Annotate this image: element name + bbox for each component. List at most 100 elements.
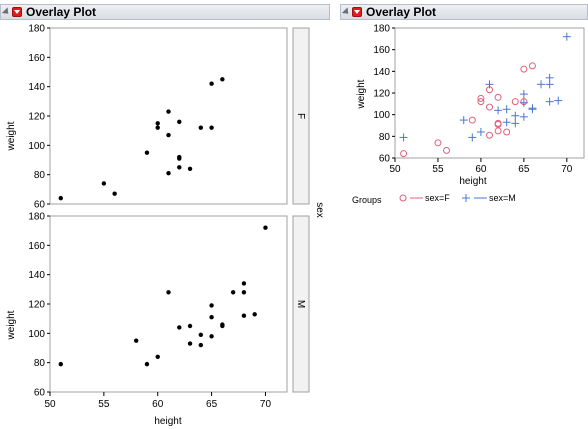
y-tick-label: 180 (28, 212, 45, 223)
y-tick-label: 120 (28, 300, 45, 311)
facet-strip-f[interactable] (292, 27, 310, 205)
data-point[interactable] (177, 154, 182, 160)
data-point[interactable] (209, 81, 214, 86)
data-point[interactable] (198, 342, 204, 348)
male-data-point[interactable] (502, 118, 511, 127)
data-point[interactable] (155, 125, 160, 130)
data-point[interactable] (58, 195, 63, 201)
right-disclosure-icon[interactable] (341, 7, 352, 17)
female-data-point[interactable] (511, 98, 519, 106)
data-point[interactable] (209, 315, 214, 320)
male-data-point[interactable] (399, 133, 408, 142)
female-data-point[interactable] (434, 139, 442, 147)
y-tick-label: 140 (373, 67, 390, 78)
y-tick-label: 80 (34, 358, 46, 369)
male-data-point[interactable] (494, 106, 503, 115)
male-data-point[interactable] (519, 90, 528, 99)
male-data-point[interactable] (485, 80, 494, 89)
data-point[interactable] (187, 166, 193, 171)
data-point[interactable] (133, 338, 139, 343)
panel-frame (49, 27, 288, 205)
female-data-point[interactable] (486, 103, 493, 111)
panel-frame (49, 215, 288, 393)
male-data-point[interactable] (528, 104, 537, 113)
y-tick-label: 180 (373, 24, 390, 35)
y-tick-label: 60 (34, 200, 46, 211)
data-point[interactable] (144, 150, 150, 155)
data-point[interactable] (230, 290, 236, 295)
data-point[interactable] (187, 323, 193, 329)
data-point[interactable] (209, 303, 214, 308)
x-tick-label: 70 (260, 399, 272, 410)
female-data-point[interactable] (468, 116, 476, 124)
male-data-point[interactable] (511, 111, 520, 120)
data-point[interactable] (241, 313, 247, 318)
male-data-point[interactable] (537, 80, 546, 89)
left-y-axis-label-bottom: weight (6, 310, 17, 340)
male-data-point[interactable] (519, 112, 528, 121)
legend-title: Groups (352, 195, 382, 205)
data-point[interactable] (177, 325, 182, 330)
female-data-point[interactable] (503, 128, 511, 136)
female-data-point[interactable] (494, 119, 502, 127)
left-red-triangle-menu-icon[interactable] (12, 7, 22, 17)
data-point[interactable] (209, 334, 214, 339)
data-point[interactable] (198, 125, 204, 130)
male-data-point[interactable] (554, 96, 563, 105)
data-point[interactable] (241, 281, 247, 286)
female-data-point[interactable] (528, 62, 536, 70)
y-tick-label: 140 (28, 270, 45, 281)
data-point[interactable] (177, 165, 182, 170)
male-data-point[interactable] (476, 128, 485, 136)
x-tick-label: 50 (389, 164, 401, 175)
y-tick-label: 80 (379, 132, 391, 143)
male-data-point[interactable] (511, 119, 520, 128)
legend-item-female[interactable]: sex=F (399, 193, 450, 203)
data-point[interactable] (166, 171, 171, 176)
data-point[interactable] (155, 354, 160, 359)
male-data-point[interactable] (545, 97, 554, 106)
data-point[interactable] (198, 332, 204, 337)
data-point[interactable] (187, 341, 193, 346)
data-point[interactable] (58, 361, 63, 367)
data-point[interactable] (112, 191, 117, 196)
data-point[interactable] (101, 181, 107, 186)
y-tick-label: 60 (379, 154, 391, 165)
data-point[interactable] (144, 361, 150, 367)
data-point[interactable] (155, 121, 160, 126)
left-y-axis-label-top: weight (6, 121, 17, 151)
female-data-point[interactable] (443, 146, 451, 154)
facet-label-m: M (295, 300, 306, 308)
x-tick-label: 70 (561, 164, 573, 175)
female-data-point[interactable] (486, 131, 493, 139)
male-data-point[interactable] (459, 116, 468, 125)
facet-strip-m[interactable] (292, 215, 310, 393)
facet-label-f: F (295, 113, 306, 119)
data-point[interactable] (220, 77, 225, 82)
male-data-point[interactable] (468, 133, 477, 142)
female-data-point[interactable] (400, 150, 408, 158)
data-point[interactable] (166, 290, 171, 295)
female-data-point[interactable] (520, 65, 528, 73)
y-tick-label: 120 (28, 112, 45, 123)
male-data-point[interactable] (562, 32, 571, 41)
data-point[interactable] (220, 322, 225, 327)
left-disclosure-icon[interactable] (1, 7, 12, 17)
data-point[interactable] (252, 312, 257, 317)
data-point[interactable] (241, 290, 247, 295)
legend-item-male[interactable]: sex=M (462, 193, 516, 203)
data-point[interactable] (209, 125, 214, 130)
male-data-point[interactable] (519, 98, 528, 107)
female-data-point[interactable] (477, 98, 485, 106)
female-data-point[interactable] (477, 94, 485, 102)
data-point[interactable] (166, 109, 171, 114)
male-data-point[interactable] (545, 73, 554, 82)
data-point[interactable] (263, 225, 268, 230)
data-point[interactable] (166, 132, 171, 138)
female-data-point[interactable] (494, 93, 502, 101)
legend: Groups sex=F sex=M (352, 193, 516, 205)
male-data-point[interactable] (502, 105, 511, 114)
right-red-triangle-menu-icon[interactable] (352, 7, 362, 17)
data-point[interactable] (177, 119, 182, 125)
